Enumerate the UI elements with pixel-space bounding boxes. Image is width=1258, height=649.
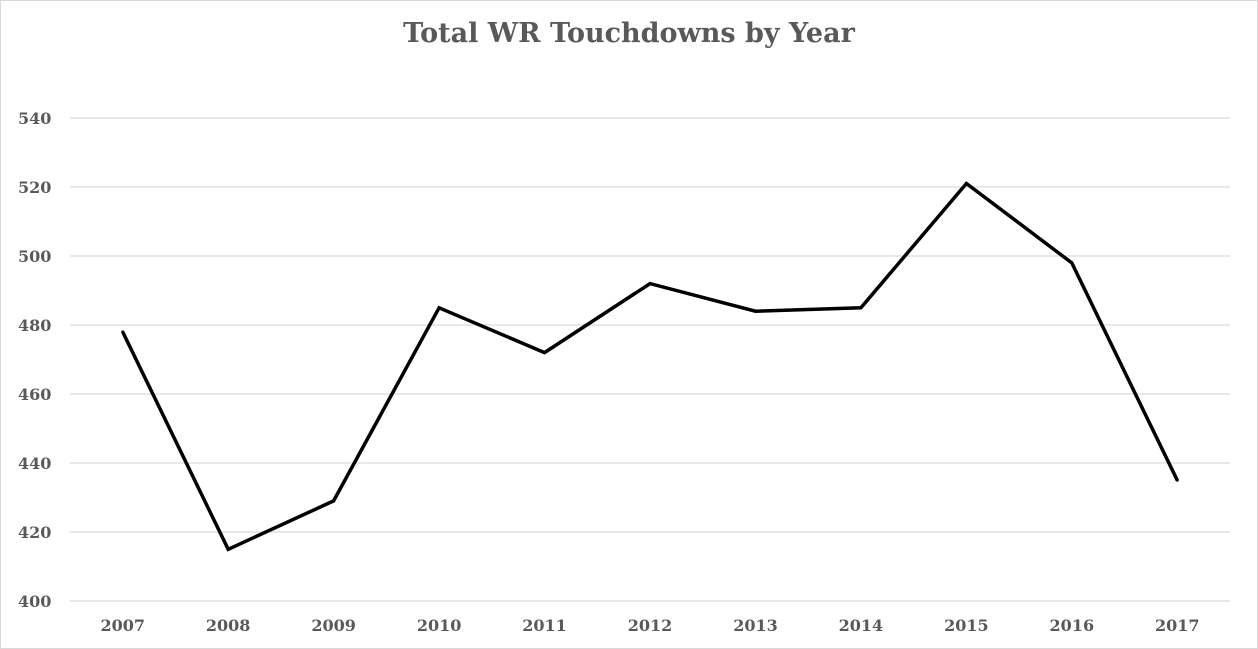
- x-tick-label: 2011: [522, 616, 567, 635]
- x-tick-label: 2016: [1050, 616, 1095, 635]
- x-tick-label: 2009: [311, 616, 356, 635]
- data-point: [964, 182, 968, 186]
- data-point: [648, 282, 652, 286]
- series-line: [121, 181, 1179, 552]
- chart-title: Total WR Touchdowns by Year: [403, 18, 855, 49]
- y-tick-label: 520: [18, 178, 51, 197]
- y-tick-label: 420: [18, 523, 51, 542]
- data-point: [121, 330, 125, 334]
- x-tick-label: 2015: [944, 616, 989, 635]
- data-point: [753, 309, 757, 313]
- x-tick-label: 2010: [417, 616, 462, 635]
- y-tick-label: 480: [18, 316, 51, 335]
- x-tick-label: 2013: [733, 616, 778, 635]
- x-tick-label: 2012: [628, 616, 673, 635]
- y-tick-label: 460: [18, 385, 51, 404]
- data-point: [543, 351, 547, 355]
- data-point: [859, 306, 863, 310]
- data-point: [332, 499, 336, 503]
- y-tick-label: 440: [18, 454, 51, 473]
- series-lines: [121, 181, 1179, 552]
- data-point: [1175, 478, 1179, 482]
- x-tick-label: 2007: [100, 616, 145, 635]
- data-point: [437, 306, 441, 310]
- y-axis-labels: 400 420 440 460 480 500 520 540: [18, 109, 51, 611]
- y-tick-label: 500: [18, 247, 51, 266]
- gridlines: [70, 117, 1230, 602]
- x-axis-labels: 2007 2008 2009 2010 2011 2012 2013 2014 2015 2016…: [100, 616, 1199, 635]
- x-tick-label: 2014: [839, 616, 884, 635]
- x-tick-label: 2008: [206, 616, 251, 635]
- y-tick-label: 400: [18, 592, 51, 611]
- data-point: [1070, 261, 1074, 265]
- y-tick-label: 540: [18, 109, 51, 128]
- data-point: [226, 547, 230, 551]
- x-tick-label: 2017: [1155, 616, 1200, 635]
